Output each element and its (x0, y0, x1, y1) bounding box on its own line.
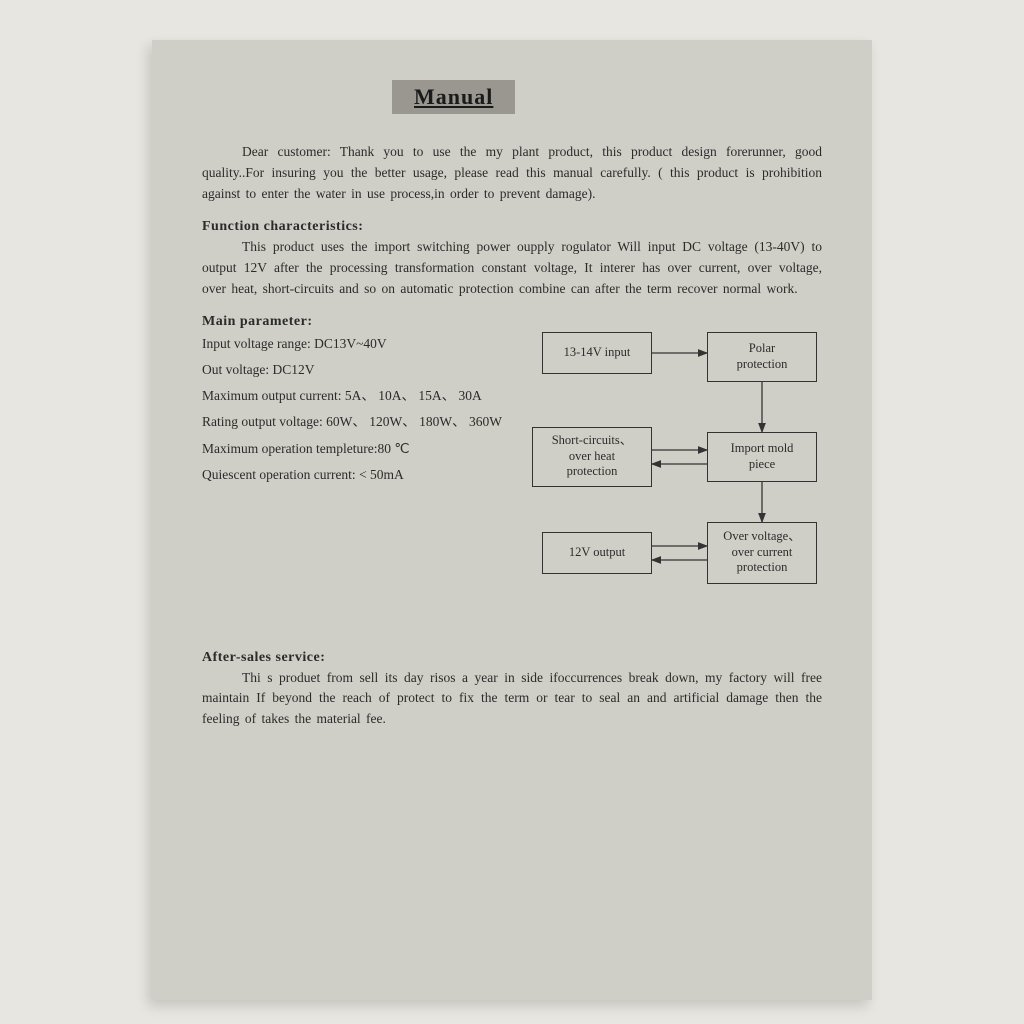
title-banner: Manual (392, 80, 515, 114)
param-line: Rating output voltage: 60W、 120W、 180W、 … (202, 412, 502, 432)
after-sales-text: Thi s produet from sell its day risos a … (202, 670, 822, 727)
function-heading: Function characteristics: (202, 219, 822, 235)
after-sales-heading: After-sales service: (202, 650, 822, 666)
param-line: Quiescent operation current: < 50mA (202, 465, 502, 485)
flow-node-imp: Import moldpiece (707, 432, 817, 482)
flowchart: 13-14V input Polarprotection Short-circuit… (532, 332, 822, 622)
flow-node-pol: Polarprotection (707, 332, 817, 382)
manual-page: Manual Dear customer: Thank you to use t… (152, 40, 872, 1000)
flow-node-out: 12V output (542, 532, 652, 574)
flow-node-sc: Short-circuits、over heatprotection (532, 427, 652, 487)
param-line: Maximum operation templeture:80 ℃ (202, 439, 502, 459)
flow-node-ov: Over voltage、over currentprotection (707, 522, 817, 584)
intro-paragraph: Dear customer: Thank you to use the my p… (202, 142, 822, 205)
function-text: This product uses the import switching p… (202, 239, 822, 296)
intro-text: Dear customer: Thank you to use the my p… (202, 144, 822, 201)
params-heading: Main parameter: (202, 314, 822, 330)
function-body: This product uses the import switching p… (202, 237, 822, 300)
flow-node-in: 13-14V input (542, 332, 652, 374)
params-list: Input voltage range: DC13V~40V Out volta… (202, 332, 502, 622)
after-sales-body: Thi s produet from sell its day risos a … (202, 668, 822, 731)
param-line: Out voltage: DC12V (202, 360, 502, 380)
param-line: Maximum output current: 5A、 10A、 15A、 30… (202, 386, 502, 406)
param-line: Input voltage range: DC13V~40V (202, 334, 502, 354)
